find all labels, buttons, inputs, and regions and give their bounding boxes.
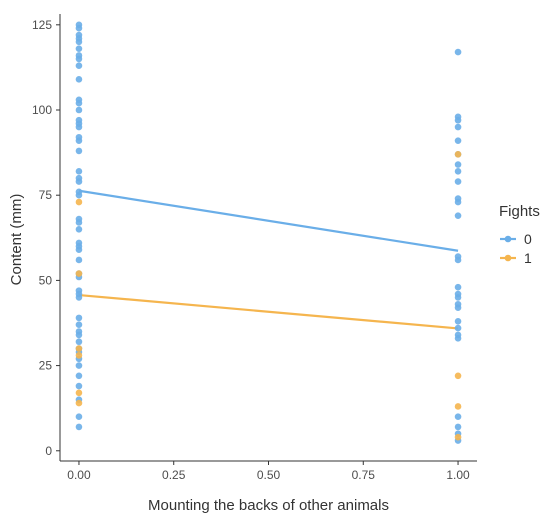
data-point-fights-0 [454,137,462,144]
data-point-fights-0 [75,246,83,254]
data-point-fights-1 [454,403,462,410]
data-point-fights-1 [454,433,462,441]
data-point-fights-0 [454,304,462,311]
legend: Fights 0 1 [499,203,540,266]
data-point-fights-1 [75,389,83,397]
data-point-fights-0 [75,423,83,431]
data-point-fights-0 [75,147,83,155]
data-point-fights-0 [454,168,462,175]
data-point-fights-0 [75,372,83,380]
data-point-fights-0 [75,106,83,114]
data-point-fights-0 [454,256,462,264]
data-point-fights-0 [75,191,83,199]
data-point-fights-0 [454,116,462,124]
data-point-fights-0 [75,362,83,369]
data-point-fights-0 [75,413,83,421]
y-tick-label: 50 [39,273,53,287]
legend-key-point [504,254,512,262]
legend-key-point [504,235,512,243]
data-point-fights-0 [75,331,83,339]
data-point-fights-0 [454,178,462,185]
data-point-fights-0 [454,423,462,431]
data-point-fights-1 [454,151,462,158]
trend-line-fights-0 [78,189,459,252]
data-point-fights-0 [75,178,83,185]
data-point-fights-0 [454,48,462,56]
data-point-fights-0 [75,168,83,175]
data-point-fights-1 [75,352,83,359]
y-tick-label: 0 [45,444,52,458]
data-point-fights-0 [454,335,462,342]
data-point-fights-0 [75,55,83,63]
plot-area [75,21,462,444]
x-axis-title: Mounting the backs of other animals [148,497,389,514]
data-point-fights-0 [75,225,83,233]
data-point-fights-0 [75,294,83,301]
data-point-fights-0 [454,324,462,332]
data-point-fights-0 [75,99,83,107]
legend-title: Fights [499,203,540,220]
x-tick-label: 0.50 [257,468,281,482]
data-point-fights-1 [75,270,83,277]
data-point-fights-1 [75,399,83,407]
data-point-fights-0 [75,314,83,322]
data-point-fights-0 [75,45,83,52]
data-point-fights-0 [454,161,462,168]
data-point-fights-0 [75,38,83,46]
y-tick-label: 25 [39,359,53,373]
data-point-fights-0 [75,62,83,70]
data-point-fights-0 [75,76,83,83]
data-point-fights-0 [454,283,462,291]
x-tick-label: 0.25 [162,468,186,482]
data-point-fights-0 [75,137,83,144]
data-point-fights-1 [454,372,462,380]
data-point-fights-0 [75,219,83,226]
y-axis-title: Content (mm) [8,194,25,286]
data-point-fights-0 [75,382,83,390]
data-point-fights-0 [75,256,83,264]
y-tick-label: 75 [39,188,53,202]
data-point-fights-0 [75,24,83,32]
data-point-fights-0 [75,321,83,328]
axes: 0 25 50 75 100 125 0.00 0.25 0.50 0.75 1.00 Mountin… [8,14,477,514]
data-point-fights-0 [454,294,462,301]
data-point-fights-1 [75,345,83,352]
x-tick-label: 1.00 [446,468,470,482]
legend-label: 1 [524,250,532,266]
data-point-fights-0 [75,338,83,346]
data-point-fights-0 [454,198,462,206]
y-tick-label: 100 [32,103,52,117]
trend-line-fights-1 [78,293,459,330]
y-tick-label: 125 [32,18,52,32]
data-point-fights-0 [454,413,462,421]
data-point-fights-0 [454,123,462,131]
legend-label: 0 [524,231,532,247]
data-point-fights-1 [75,198,83,206]
x-tick-label: 0.00 [67,468,91,482]
data-point-fights-0 [454,212,462,219]
data-point-fights-0 [75,123,83,131]
x-tick-label: 0.75 [352,468,376,482]
data-point-fights-0 [454,317,462,325]
